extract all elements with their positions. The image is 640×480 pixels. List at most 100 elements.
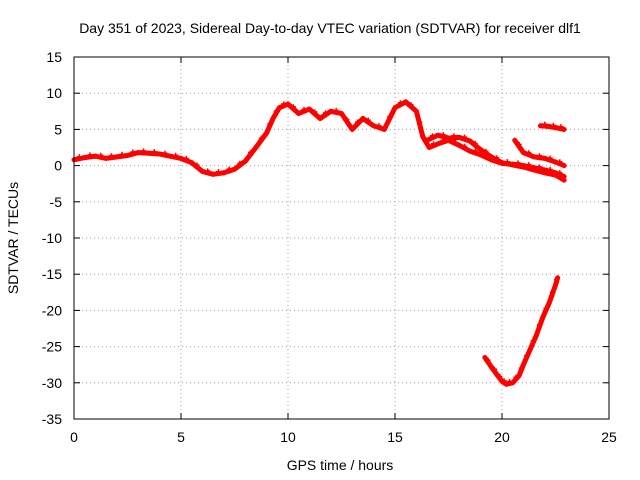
data-point — [482, 354, 488, 360]
x-tick-label: 15 — [387, 429, 403, 445]
data-point-dense — [440, 132, 446, 138]
data-point-dense — [557, 173, 563, 179]
x-tick-label: 10 — [280, 429, 296, 445]
data-point — [296, 110, 302, 116]
data-point — [553, 159, 558, 165]
data-point-dense — [408, 102, 414, 108]
data-point — [82, 155, 88, 161]
data-point — [306, 106, 312, 112]
data-point-dense — [557, 159, 563, 165]
data-point — [189, 160, 195, 166]
data-point — [381, 126, 387, 132]
data-point — [542, 170, 548, 176]
data-point-dense — [547, 169, 553, 175]
data-point — [199, 168, 205, 174]
y-tick-label: 15 — [46, 49, 62, 65]
data-point-dense — [451, 133, 457, 139]
data-point — [488, 364, 494, 370]
data-point — [167, 153, 173, 159]
y-tick-label: 5 — [54, 121, 62, 137]
grid — [74, 57, 609, 419]
data-point — [435, 132, 441, 138]
data-point-dense — [526, 163, 532, 169]
y-axis-title: SDTVAR / TECUs — [5, 182, 21, 294]
x-tick-label: 20 — [494, 429, 510, 445]
y-tick-label: -30 — [42, 375, 62, 391]
data-point-dense — [518, 365, 524, 371]
data-point-dense — [333, 107, 339, 113]
data-point — [467, 148, 473, 154]
data-point — [426, 145, 432, 150]
data-point — [435, 141, 441, 147]
data-point — [499, 160, 505, 166]
data-point-dense — [173, 152, 179, 158]
data-point — [221, 170, 227, 176]
data-point — [531, 167, 537, 173]
data-point — [446, 135, 451, 141]
data-point-dense — [536, 166, 542, 172]
data-point — [413, 108, 419, 114]
data-point — [420, 134, 426, 140]
data-point-dense — [387, 114, 393, 120]
data-point-dense — [542, 121, 548, 127]
data-point — [561, 177, 567, 183]
data-point — [555, 125, 561, 131]
data-point — [553, 172, 558, 178]
data-series — [71, 99, 567, 387]
data-point — [103, 155, 109, 161]
data-point-dense — [215, 169, 221, 175]
y-tick-label: 0 — [54, 158, 62, 174]
data-point — [285, 101, 291, 107]
data-point — [392, 105, 398, 111]
data-point-dense — [376, 123, 382, 129]
data-point — [531, 154, 537, 160]
data-point — [232, 166, 237, 172]
data-point — [403, 99, 409, 105]
data-point — [125, 152, 130, 158]
data-point-dense — [462, 143, 468, 149]
data-point-dense — [119, 151, 125, 157]
data-point-dense — [506, 379, 512, 385]
data-point-dense — [547, 155, 553, 161]
data-point — [157, 151, 163, 157]
data-point-dense — [355, 119, 361, 125]
x-axis-title: GPS time / hours — [287, 457, 394, 473]
series-band-upper — [424, 132, 567, 183]
data-point-dense — [526, 150, 532, 156]
data-point-dense — [312, 109, 318, 115]
data-point — [533, 333, 539, 339]
data-point — [360, 116, 366, 122]
data-point — [503, 381, 509, 387]
data-point-dense — [365, 117, 371, 123]
axis-ticks — [73, 56, 610, 420]
data-point — [146, 150, 152, 156]
data-point-dense — [549, 289, 555, 295]
series-top-right-segment — [538, 121, 567, 132]
data-point-dense — [431, 141, 437, 147]
data-point-dense — [462, 134, 468, 140]
series-lower-curve — [482, 275, 561, 387]
data-point-dense — [98, 152, 104, 158]
data-point-dense — [513, 374, 519, 380]
data-point-dense — [501, 378, 507, 384]
data-point-dense — [151, 149, 157, 155]
data-point — [540, 315, 546, 321]
y-tick-label: -35 — [42, 411, 62, 427]
data-point — [242, 158, 248, 164]
data-point — [516, 373, 522, 379]
data-point — [371, 123, 377, 129]
data-point — [546, 300, 552, 306]
data-point-dense — [344, 116, 350, 122]
data-point — [178, 155, 184, 161]
data-point-dense — [237, 160, 243, 166]
data-point — [92, 153, 98, 159]
data-point — [114, 154, 120, 160]
data-point-dense — [536, 153, 542, 159]
data-point-dense — [483, 148, 489, 154]
data-point — [553, 282, 558, 288]
data-point — [264, 130, 270, 136]
data-point — [555, 275, 561, 281]
data-point-dense — [226, 166, 232, 172]
data-point-dense — [290, 104, 296, 110]
